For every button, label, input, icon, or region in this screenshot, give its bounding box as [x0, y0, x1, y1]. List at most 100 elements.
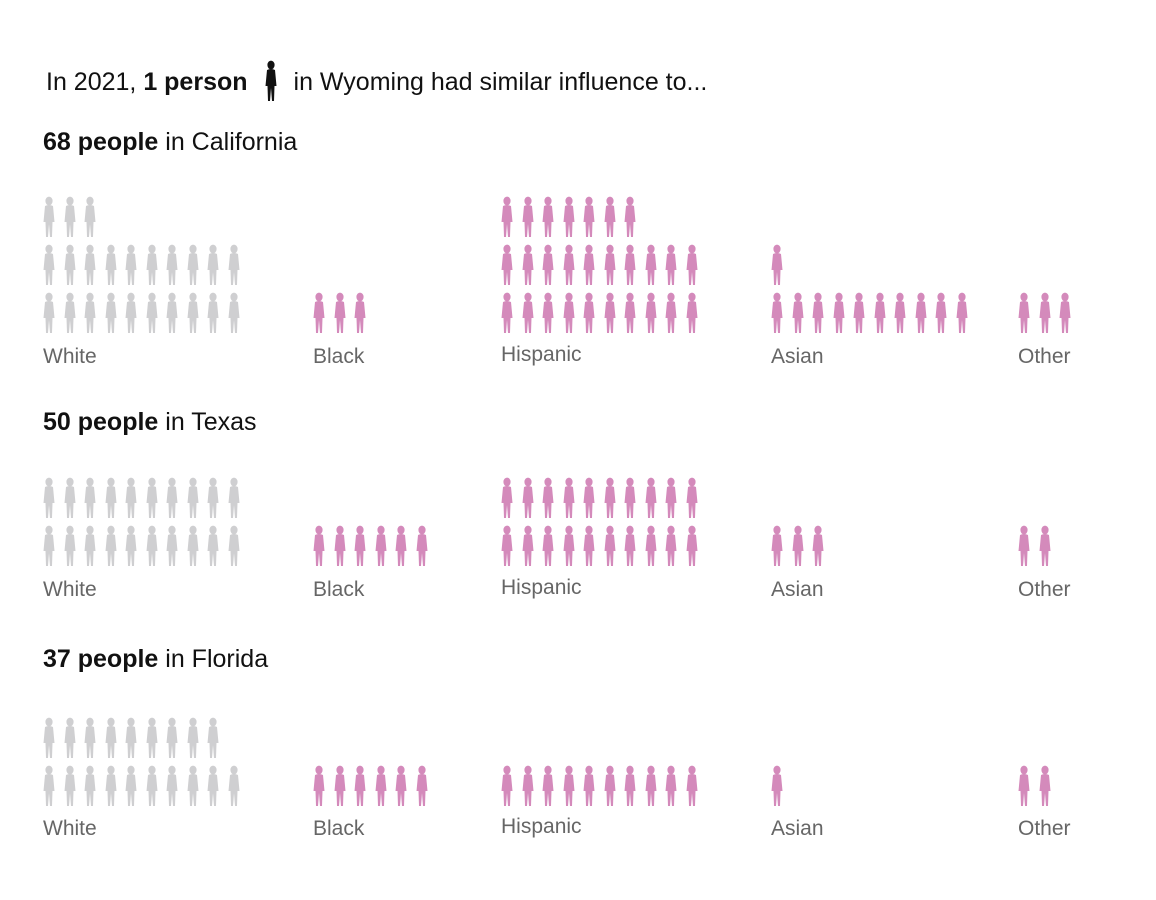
person-icon [43, 477, 55, 518]
person-icon [645, 244, 656, 285]
group-label: Black [313, 578, 365, 601]
person-icon [166, 292, 178, 333]
person-icon [146, 244, 157, 285]
person-icon [935, 292, 947, 333]
person-icon [522, 765, 533, 806]
headline-suffix: in Wyoming had similar influence to... [293, 68, 708, 96]
person-icon [1059, 292, 1071, 333]
person-icon [812, 525, 824, 566]
person-icon [105, 717, 116, 758]
person-icon [522, 196, 533, 237]
person-icon [146, 765, 157, 806]
person-icon [84, 196, 96, 237]
person-icon [1039, 525, 1050, 566]
person-icon [542, 525, 554, 566]
person-icon [792, 292, 803, 333]
person-icon [105, 292, 116, 333]
person-icon [146, 717, 157, 758]
group-label: White [43, 578, 97, 601]
icon-array [768, 184, 978, 334]
person-icon [583, 244, 595, 285]
person-icon [624, 244, 636, 285]
group-label: Other [1018, 578, 1071, 601]
person-icon [604, 477, 615, 518]
group-other [1015, 417, 1156, 567]
group-black [310, 184, 520, 334]
group-other [1015, 657, 1156, 807]
person-icon [645, 525, 656, 566]
person-icon [501, 244, 513, 285]
person-icon [624, 525, 636, 566]
state-title: 50 people in Texas [43, 408, 257, 437]
group-label: Asian [771, 817, 824, 840]
person-icon [771, 765, 783, 806]
person-icon [146, 292, 157, 333]
person-icon [105, 477, 116, 518]
person-icon [228, 477, 239, 518]
person-icon [686, 292, 697, 333]
icon-array [498, 657, 708, 807]
person-icon [624, 292, 636, 333]
person-icon [313, 525, 325, 566]
person-icon [125, 717, 137, 758]
person-icon [395, 525, 407, 566]
state-count: 50 people [43, 408, 159, 436]
person-icon [686, 525, 697, 566]
person-icon [146, 477, 157, 518]
person-icon [228, 292, 239, 333]
person-icon [812, 292, 824, 333]
state-count: 37 people [43, 645, 159, 673]
person-icon [542, 196, 554, 237]
person-icon [313, 765, 325, 806]
person-icon [207, 292, 219, 333]
person-icon [64, 717, 75, 758]
person-icon [1039, 292, 1050, 333]
person-icon [1018, 292, 1030, 333]
person-icon [645, 765, 656, 806]
person-icon [563, 525, 574, 566]
person-icon [146, 525, 157, 566]
group-white [40, 184, 250, 334]
person-icon [542, 477, 554, 518]
person-icon [894, 292, 906, 333]
icon-array [768, 417, 978, 567]
person-icon [354, 765, 366, 806]
state-name: in Florida [158, 645, 269, 673]
person-icon [563, 292, 574, 333]
person-icon [166, 717, 178, 758]
group-label: Hispanic [501, 576, 582, 599]
person-icon [874, 292, 885, 333]
person-icon [375, 765, 386, 806]
person-icon [187, 244, 198, 285]
person-icon [265, 60, 277, 101]
person-icon [563, 196, 574, 237]
person-icon [542, 244, 554, 285]
person-icon [228, 525, 239, 566]
group-label: White [43, 817, 97, 840]
person-icon [665, 244, 677, 285]
group-label: Black [313, 817, 365, 840]
person-icon [187, 525, 198, 566]
icon-array [310, 657, 520, 807]
person-icon [563, 477, 574, 518]
icon-array [498, 184, 708, 334]
person-icon [64, 292, 75, 333]
person-icon [1018, 765, 1030, 806]
person-icon [84, 244, 96, 285]
person-icon [771, 292, 783, 333]
group-label: Asian [771, 578, 824, 601]
person-icon [501, 765, 513, 806]
person-icon [583, 525, 595, 566]
person-icon [125, 525, 137, 566]
person-icon [43, 292, 55, 333]
person-icon [207, 717, 219, 758]
headline: In 2021, 1 person in Wyoming had similar … [46, 60, 707, 102]
person-icon [64, 765, 75, 806]
person-icon [522, 525, 533, 566]
group-hispanic [498, 657, 708, 807]
person-icon [665, 477, 677, 518]
person-icon [43, 717, 55, 758]
icon-array [498, 417, 708, 567]
person-icon [563, 765, 574, 806]
person-icon [375, 525, 386, 566]
